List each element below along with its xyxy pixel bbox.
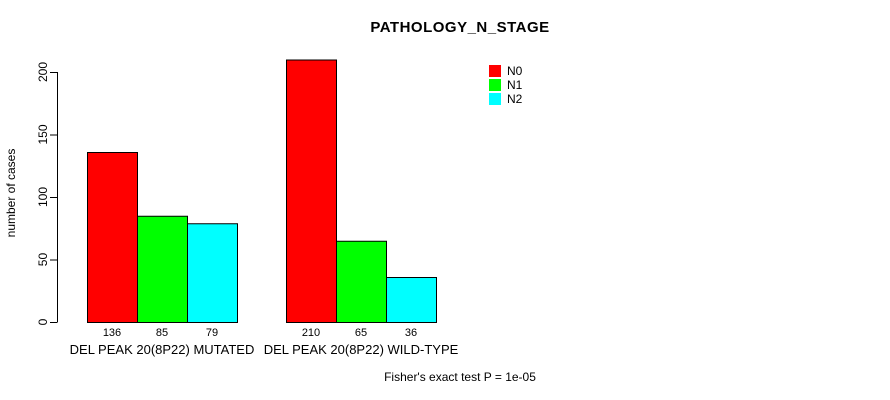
stat-annotation: Fisher's exact test P = 1e-05 — [384, 370, 536, 384]
legend-color-swatch — [489, 93, 501, 105]
group-label: DEL PEAK 20(8P22) MUTATED — [70, 342, 255, 357]
bar-value-label: 79 — [206, 327, 218, 339]
bar-N0 — [286, 59, 337, 323]
legend-item-n1: N1 — [489, 78, 522, 92]
legend-label: N2 — [507, 92, 523, 106]
legend: N0 N1 N2 — [489, 64, 522, 106]
chart-title: PATHOLOGY_N_STAGE — [370, 19, 550, 36]
bar-N0 — [87, 152, 138, 323]
legend-item-n2: N2 — [489, 92, 522, 106]
bar-N1 — [137, 215, 188, 323]
legend-color-swatch — [489, 79, 501, 91]
y-tick-label: 100 — [36, 187, 50, 207]
legend-item-n0: N0 — [489, 64, 522, 78]
y-tick-label: 150 — [36, 124, 50, 144]
legend-label: N1 — [507, 78, 523, 92]
legend-label: N0 — [507, 64, 523, 78]
bar-N2 — [386, 277, 437, 323]
y-tick-label: 200 — [36, 62, 50, 82]
group-label: DEL PEAK 20(8P22) WILD-TYPE — [264, 342, 459, 357]
bar-value-label: 210 — [302, 327, 320, 339]
bar-value-label: 136 — [103, 327, 121, 339]
legend-color-swatch — [489, 65, 501, 77]
bar-value-label: 85 — [156, 327, 168, 339]
y-tick-label: 50 — [36, 253, 50, 267]
bar-value-label: 36 — [405, 327, 417, 339]
bar-N2 — [187, 223, 238, 323]
bar-N1 — [336, 240, 387, 323]
y-tick-label: 0 — [36, 318, 50, 325]
bar-value-label: 65 — [355, 327, 367, 339]
